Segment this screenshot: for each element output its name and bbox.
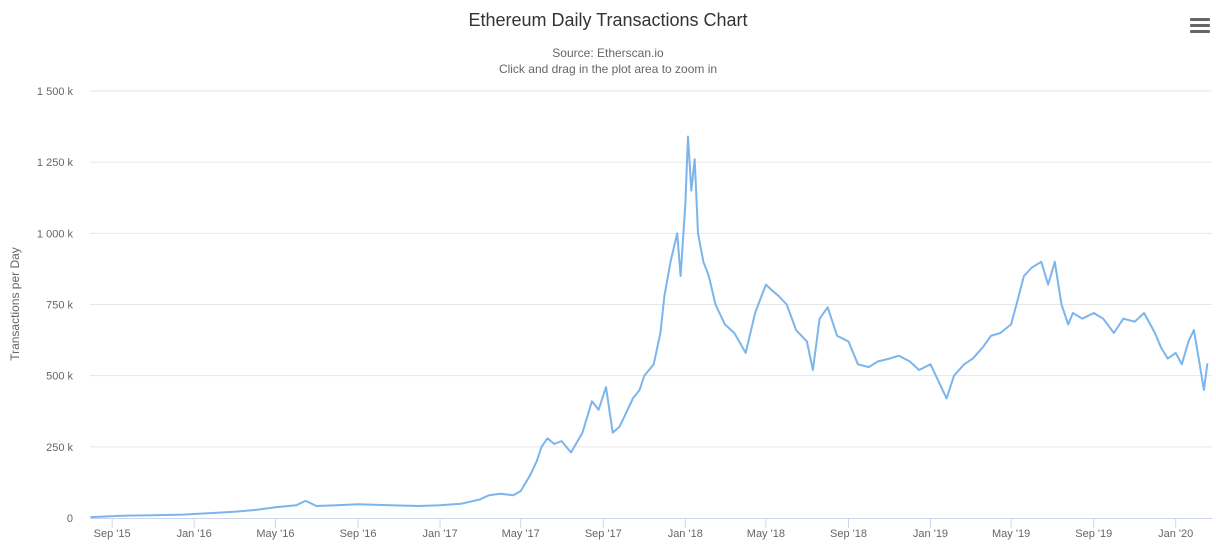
x-tick-label: May '17 (502, 528, 540, 540)
x-tick-label: Jan '18 (668, 528, 703, 540)
series-layer (90, 135, 1209, 519)
x-tick-label: Sep '17 (585, 528, 622, 540)
y-tick-label: 250 k (46, 442, 73, 454)
hamburger-menu-icon[interactable] (1190, 18, 1210, 36)
y-axis-title: Transactions per Day (8, 247, 22, 361)
x-tick-label: Sep '15 (94, 528, 131, 540)
y-tick-label: 500 k (46, 371, 73, 383)
x-tick-label: Jan '20 (1158, 528, 1193, 540)
x-tick-label: Jan '17 (422, 528, 457, 540)
x-tick-label: Sep '18 (830, 528, 867, 540)
y-axis: 0 250 k 500 k 750 k 1 000 k 1 250 k 1 500 k (37, 86, 74, 525)
x-tick-label: May '19 (992, 528, 1030, 540)
series-line[interactable] (90, 135, 1209, 519)
x-tick-label: May '18 (747, 528, 785, 540)
subtitle-zoom-hint: Click and drag in the plot area to zoom … (498, 62, 718, 76)
x-tick-label: Sep '19 (1075, 528, 1112, 540)
y-tick-label: 1 250 k (37, 157, 74, 169)
grid-lines (90, 90, 1212, 448)
chart-subtitle: Source: Etherscan.io Click and drag in t… (0, 45, 1216, 77)
x-axis: Sep '15 Jan '16 May '16 Sep '16 Jan '17 May '… (90, 518, 1212, 540)
x-tick-label: Sep '16 (340, 528, 377, 540)
x-tick-label: May '16 (256, 528, 294, 540)
y-tick-label: 750 k (46, 300, 73, 312)
x-tick-label: Jan '19 (913, 528, 948, 540)
y-tick-label: 1 500 k (37, 86, 74, 98)
y-tick-label: 0 (67, 513, 73, 525)
chart-title: Ethereum Daily Transactions Chart (468, 10, 748, 30)
x-tick-label: Jan '16 (177, 528, 212, 540)
y-tick-label: 1 000 k (37, 228, 74, 240)
subtitle-source: Source: Etherscan.io (552, 46, 664, 60)
